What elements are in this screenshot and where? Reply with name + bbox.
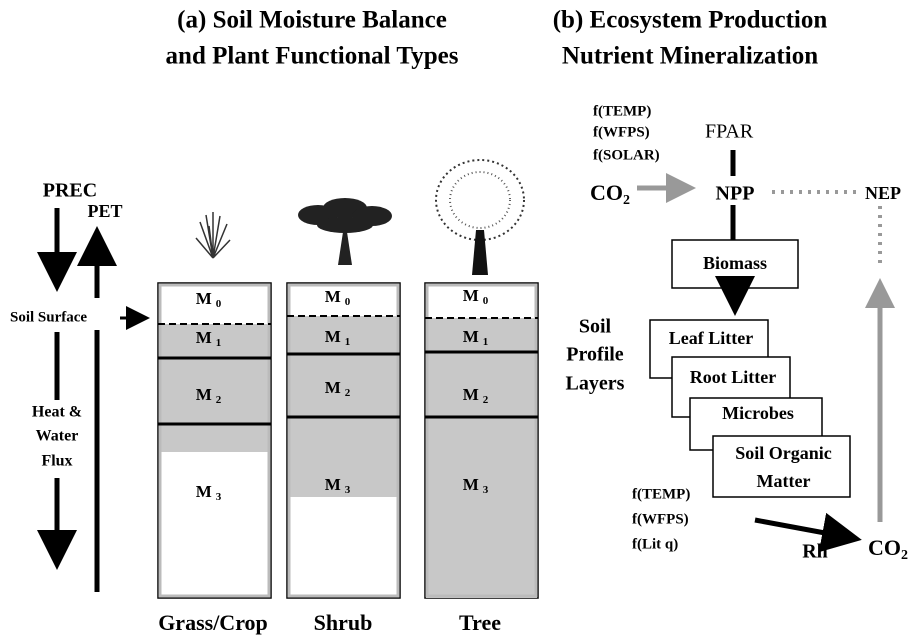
layer-sub: 0 bbox=[345, 296, 351, 308]
layer-name: M bbox=[463, 286, 479, 305]
npp-label: NPP bbox=[716, 183, 755, 205]
shrub-icon bbox=[298, 198, 392, 265]
column-label: Grass/Crop bbox=[158, 610, 268, 635]
flux-label: Flux bbox=[41, 453, 72, 470]
factor: f(WFPS) bbox=[632, 511, 689, 527]
pool-label: Microbes bbox=[722, 403, 794, 423]
co2-text: CO bbox=[868, 535, 901, 560]
title: and Plant Functional Types bbox=[166, 43, 459, 70]
factor: f(SOLAR) bbox=[593, 147, 660, 163]
factor: f(TEMP) bbox=[593, 103, 651, 119]
co2-label: CO2 bbox=[868, 535, 908, 563]
layer-sub: 2 bbox=[345, 387, 351, 399]
pool-label: Soil Organic bbox=[735, 443, 832, 463]
factor: f(TEMP) bbox=[632, 486, 690, 502]
layer-name: M bbox=[325, 378, 341, 397]
layer-sub: 3 bbox=[216, 491, 222, 503]
layer-sub: 0 bbox=[216, 298, 222, 310]
column-edge bbox=[425, 283, 538, 598]
profile-label: Layers bbox=[566, 373, 625, 395]
pet-label: PET bbox=[87, 201, 122, 221]
fpar-label: FPAR bbox=[705, 121, 754, 143]
wet-soil bbox=[159, 324, 270, 452]
layer-name: M bbox=[463, 475, 479, 494]
prec-label: PREC bbox=[43, 180, 97, 202]
factor: f(Lit q) bbox=[632, 536, 678, 552]
pool-label: Matter bbox=[757, 471, 811, 491]
co2-sub: 2 bbox=[901, 548, 908, 563]
column-edge bbox=[287, 283, 400, 598]
layer-sub: 2 bbox=[216, 394, 222, 406]
title: Nutrient Mineralization bbox=[562, 43, 818, 70]
column-label: Tree bbox=[459, 610, 501, 635]
factor: f(WFPS) bbox=[593, 124, 650, 140]
layer-sub: 3 bbox=[345, 484, 351, 496]
wet-soil bbox=[426, 318, 537, 598]
nep-label: NEP bbox=[865, 183, 901, 203]
layer-sub: 3 bbox=[483, 484, 489, 496]
co2-label: CO2 bbox=[590, 180, 630, 208]
profile-label: Soil bbox=[579, 316, 612, 338]
flux-label: Heat & bbox=[32, 404, 82, 421]
title: (a) Soil Moisture Balance bbox=[177, 7, 447, 34]
arrow bbox=[754, 512, 862, 553]
layer-name: M bbox=[196, 385, 212, 404]
layer-name: M bbox=[325, 287, 341, 306]
layer-name: M bbox=[196, 289, 212, 308]
layer-name: M bbox=[325, 327, 341, 346]
layer-sub: 1 bbox=[216, 337, 222, 349]
tree-icon bbox=[435, 159, 525, 275]
layer-sub: 2 bbox=[483, 394, 489, 406]
title: (b) Ecosystem Production bbox=[553, 7, 828, 34]
biomass-label: Biomass bbox=[703, 253, 767, 273]
pool-box bbox=[712, 435, 851, 498]
layer-name: M bbox=[196, 328, 212, 347]
layer-sub: 1 bbox=[483, 336, 489, 348]
co2-text: CO bbox=[590, 180, 623, 205]
layer-name: M bbox=[325, 475, 341, 494]
co2-sub: 2 bbox=[623, 193, 630, 208]
soil-surface-label: Soil Surface bbox=[10, 309, 87, 325]
grass-icon bbox=[195, 212, 231, 259]
column-label: Shrub bbox=[314, 610, 373, 635]
flux-label: Water bbox=[36, 428, 79, 445]
layer-name: M bbox=[196, 482, 212, 501]
layer-sub: 0 bbox=[483, 295, 489, 307]
layer-name: M bbox=[463, 327, 479, 346]
layer-sub: 1 bbox=[345, 336, 351, 348]
profile-label: Profile bbox=[566, 344, 624, 366]
pool-label: Root Litter bbox=[690, 367, 776, 387]
pool-label: Leaf Litter bbox=[669, 328, 753, 348]
wet-soil bbox=[288, 316, 399, 497]
layer-name: M bbox=[463, 385, 479, 404]
column-edge bbox=[158, 283, 271, 598]
rh-label: Rh bbox=[802, 541, 828, 563]
